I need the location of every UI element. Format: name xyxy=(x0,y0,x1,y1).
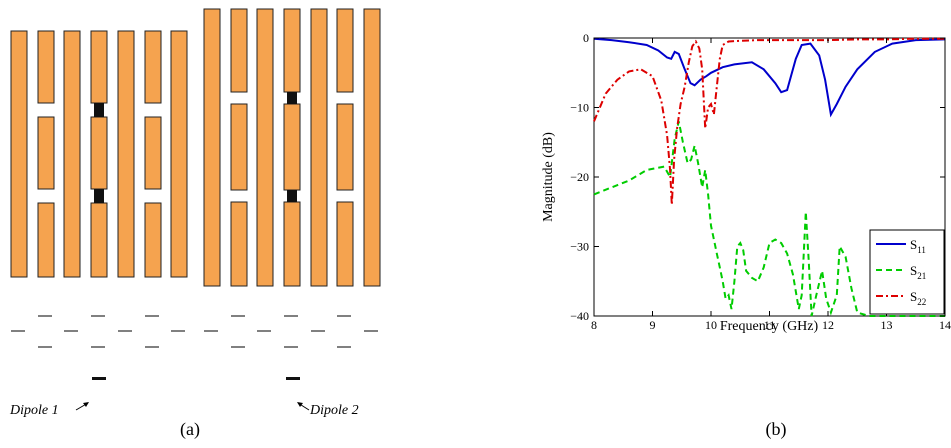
dipole-2-label: Dipole 2 xyxy=(309,403,359,418)
legend-box xyxy=(869,229,945,315)
long-strip xyxy=(310,8,328,287)
short-strip xyxy=(230,8,248,93)
dipole-1-bar xyxy=(92,377,106,380)
series-line-S22 xyxy=(593,37,945,205)
dipole-2-bar xyxy=(286,377,300,380)
dashes-group xyxy=(11,315,378,348)
long-strip xyxy=(256,8,274,287)
caption-b: (b) xyxy=(766,419,787,440)
x-tick-label: 11 xyxy=(764,318,776,332)
s-parameter-chart: 8 9 10 11 12 13 14 0 −10 −20 −30 −40 Frequency (GHz… xyxy=(541,31,951,440)
y-tick-label: −20 xyxy=(570,170,589,184)
x-tick-label: 9 xyxy=(650,318,656,332)
strip-layout-panel: Dipole 1 Dipole 2 (a) xyxy=(0,0,420,443)
y-tick-label: −40 xyxy=(570,309,589,323)
x-tick-label: 10 xyxy=(705,318,717,332)
short-strip xyxy=(336,8,354,93)
dipole-1-arrowhead xyxy=(83,402,89,407)
strip-layout-drawing: Dipole 1 Dipole 2 (a) xyxy=(9,8,381,440)
x-axis-label: Frequency (GHz) xyxy=(720,319,819,334)
short-strip xyxy=(336,103,354,191)
short-strip xyxy=(37,116,55,190)
y-tick-label: 0 xyxy=(583,31,589,45)
long-strip xyxy=(10,30,28,278)
short-strip xyxy=(336,201,354,287)
x-tick-label: 12 xyxy=(822,318,834,332)
legend-label-S21: S21 xyxy=(910,263,926,281)
dipole-gap xyxy=(94,189,104,203)
legend-label-S11: S11 xyxy=(910,237,926,255)
s-parameter-chart-panel: 8 9 10 11 12 13 14 0 −10 −20 −30 −40 Frequency (GHz… xyxy=(520,0,951,443)
long-strip xyxy=(363,8,381,287)
short-strip xyxy=(283,201,301,287)
strips-group xyxy=(10,8,381,287)
y-tick-label: −30 xyxy=(570,240,589,254)
dipole-gap xyxy=(94,103,104,117)
dipole-gap xyxy=(287,92,297,104)
short-strip xyxy=(144,202,162,278)
legend-label-S22: S22 xyxy=(910,289,926,307)
long-strip xyxy=(63,30,81,278)
long-strip xyxy=(117,30,135,278)
short-strip xyxy=(283,8,301,93)
short-strip xyxy=(230,103,248,191)
dipole-2-arrowhead xyxy=(297,402,303,407)
legend: S11 S21 S22 xyxy=(869,229,945,315)
y-axis-label: Magnitude (dB) xyxy=(541,132,556,222)
y-tick-label: −10 xyxy=(570,101,589,115)
short-strip xyxy=(230,201,248,287)
series-line-S11 xyxy=(593,37,946,118)
caption-a: (a) xyxy=(180,419,200,440)
dipoles-group xyxy=(92,92,300,380)
x-tick-label: 8 xyxy=(591,318,597,332)
dipole-gap xyxy=(287,190,297,202)
series-line-S21 xyxy=(593,121,945,317)
series-group xyxy=(593,37,946,317)
short-strip xyxy=(37,30,55,104)
ticks-group: 8 9 10 11 12 13 14 0 −10 −20 −30 −40 xyxy=(570,31,951,332)
short-strip xyxy=(144,116,162,190)
short-strip xyxy=(37,202,55,278)
long-strip xyxy=(170,30,188,278)
dipole-1-label: Dipole 1 xyxy=(9,403,59,418)
short-strip xyxy=(283,103,301,191)
x-tick-label: 13 xyxy=(881,318,893,332)
short-strip xyxy=(144,30,162,104)
long-strip xyxy=(203,8,221,287)
short-strip xyxy=(90,202,108,278)
x-tick-label: 14 xyxy=(939,318,951,332)
short-strip xyxy=(90,30,108,104)
short-strip xyxy=(90,116,108,190)
